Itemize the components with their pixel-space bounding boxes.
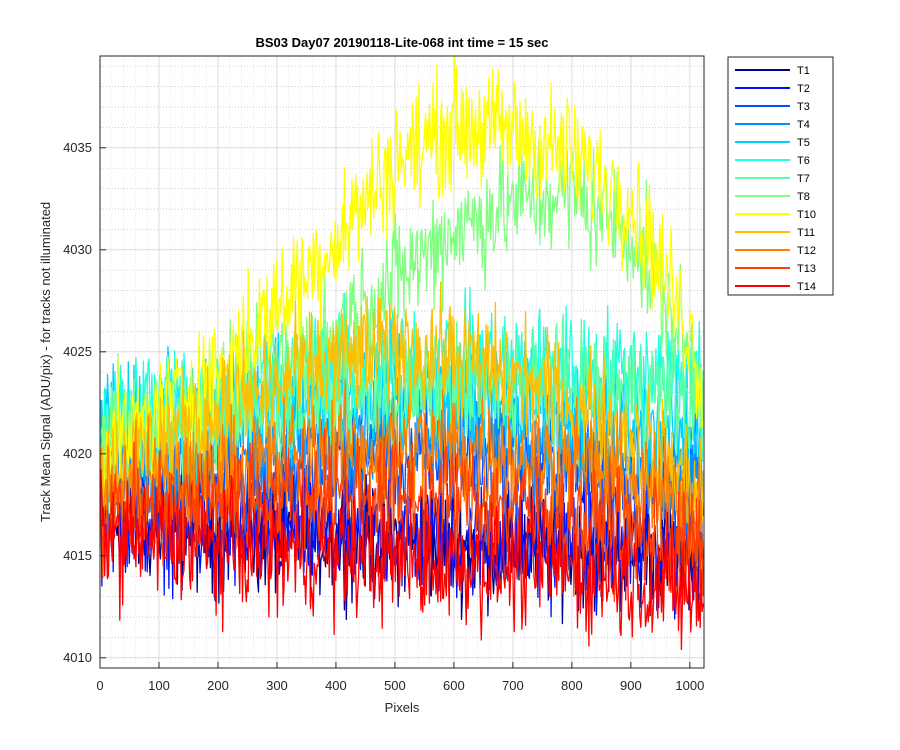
legend-label-t11: T11 (797, 227, 815, 239)
x-tick-label: 500 (384, 678, 406, 693)
plot-area: 0 100 200 300 400 500 600 700 800 900 1000 4010401… (63, 55, 705, 693)
series-line-t10 (100, 56, 704, 519)
y-tick-label: 4020 (63, 446, 92, 461)
x-tick-label: 700 (502, 678, 524, 693)
legend-label-t12: T12 (797, 245, 816, 257)
legend-box (727, 56, 834, 296)
x-tick-label: 900 (620, 678, 642, 693)
series-layer (100, 56, 704, 651)
x-tick-label: 800 (561, 678, 583, 693)
x-tick-label: 300 (266, 678, 288, 693)
legend-items: T1 T2 T3 T4 T5 T6 T7 T8 T10 T11 T12 T13 T14 (735, 65, 816, 293)
y-tick-label: 4010 (63, 650, 92, 665)
x-tick-label: 600 (443, 678, 465, 693)
legend-label-t4: T4 (797, 119, 810, 131)
legend-label-t5: T5 (797, 137, 810, 149)
legend-label-t13: T13 (797, 263, 816, 275)
legend-label-t3: T3 (797, 101, 810, 113)
x-tick-label: 0 (96, 678, 103, 693)
x-axis-label: Pixels (385, 700, 420, 715)
y-tick-label: 4025 (63, 344, 92, 359)
series-line-t12 (100, 379, 704, 576)
legend-label-t10: T10 (797, 209, 816, 221)
y-tick-label: 4015 (63, 548, 92, 563)
legend-label-t7: T7 (797, 173, 810, 185)
legend-label-t1: T1 (797, 65, 810, 77)
legend-label-t14: T14 (797, 281, 816, 293)
legend-label-t6: T6 (797, 155, 810, 167)
y-tick-label: 4030 (63, 242, 92, 257)
x-ticks: 0 100 200 300 400 500 600 700 800 900 1000 (96, 662, 704, 693)
x-tick-label: 100 (148, 678, 170, 693)
legend: T1 T2 T3 T4 T5 T6 T7 T8 T10 T11 T12 T13 T14 (727, 56, 834, 296)
legend-label-t2: T2 (797, 83, 810, 95)
axes-box (99, 55, 705, 669)
series-line-t14 (100, 468, 704, 651)
y-tick-label: 4035 (63, 140, 92, 155)
x-tick-label: 1000 (675, 678, 704, 693)
legend-label-t8: T8 (797, 191, 810, 203)
y-axis-label: Track Mean Signal (ADU/pix) - for tracks… (38, 202, 53, 522)
x-tick-label: 200 (207, 678, 229, 693)
y-ticks: 4010 4015 4020 4025 4030 4035 (63, 140, 106, 665)
chart-title: BS03 Day07 20190118-Lite-068 int time = … (255, 35, 548, 50)
x-tick-label: 400 (325, 678, 347, 693)
series-line-t11 (100, 281, 704, 535)
